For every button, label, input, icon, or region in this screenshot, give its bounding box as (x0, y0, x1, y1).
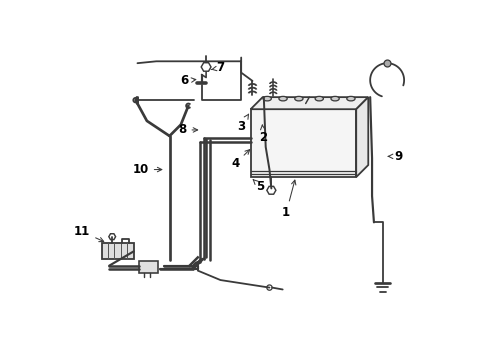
Text: 6: 6 (180, 75, 195, 87)
Polygon shape (266, 186, 275, 194)
Ellipse shape (278, 96, 286, 101)
Text: 11: 11 (74, 225, 103, 242)
Text: 8: 8 (178, 123, 197, 136)
Ellipse shape (314, 96, 323, 101)
Polygon shape (102, 243, 133, 259)
Text: 2: 2 (259, 125, 267, 144)
Ellipse shape (346, 96, 354, 101)
Ellipse shape (294, 96, 303, 101)
Polygon shape (201, 63, 211, 71)
Text: 9: 9 (387, 150, 401, 163)
Polygon shape (250, 109, 355, 177)
Ellipse shape (330, 96, 339, 101)
Text: 4: 4 (230, 150, 249, 170)
Text: 5: 5 (253, 180, 264, 193)
Text: 1: 1 (282, 180, 295, 219)
Text: 3: 3 (236, 114, 248, 133)
Polygon shape (109, 234, 115, 240)
Polygon shape (139, 261, 158, 273)
Text: 7: 7 (211, 61, 224, 74)
Polygon shape (250, 97, 367, 109)
Text: 10: 10 (132, 163, 162, 176)
Polygon shape (355, 97, 367, 177)
Ellipse shape (263, 96, 271, 101)
